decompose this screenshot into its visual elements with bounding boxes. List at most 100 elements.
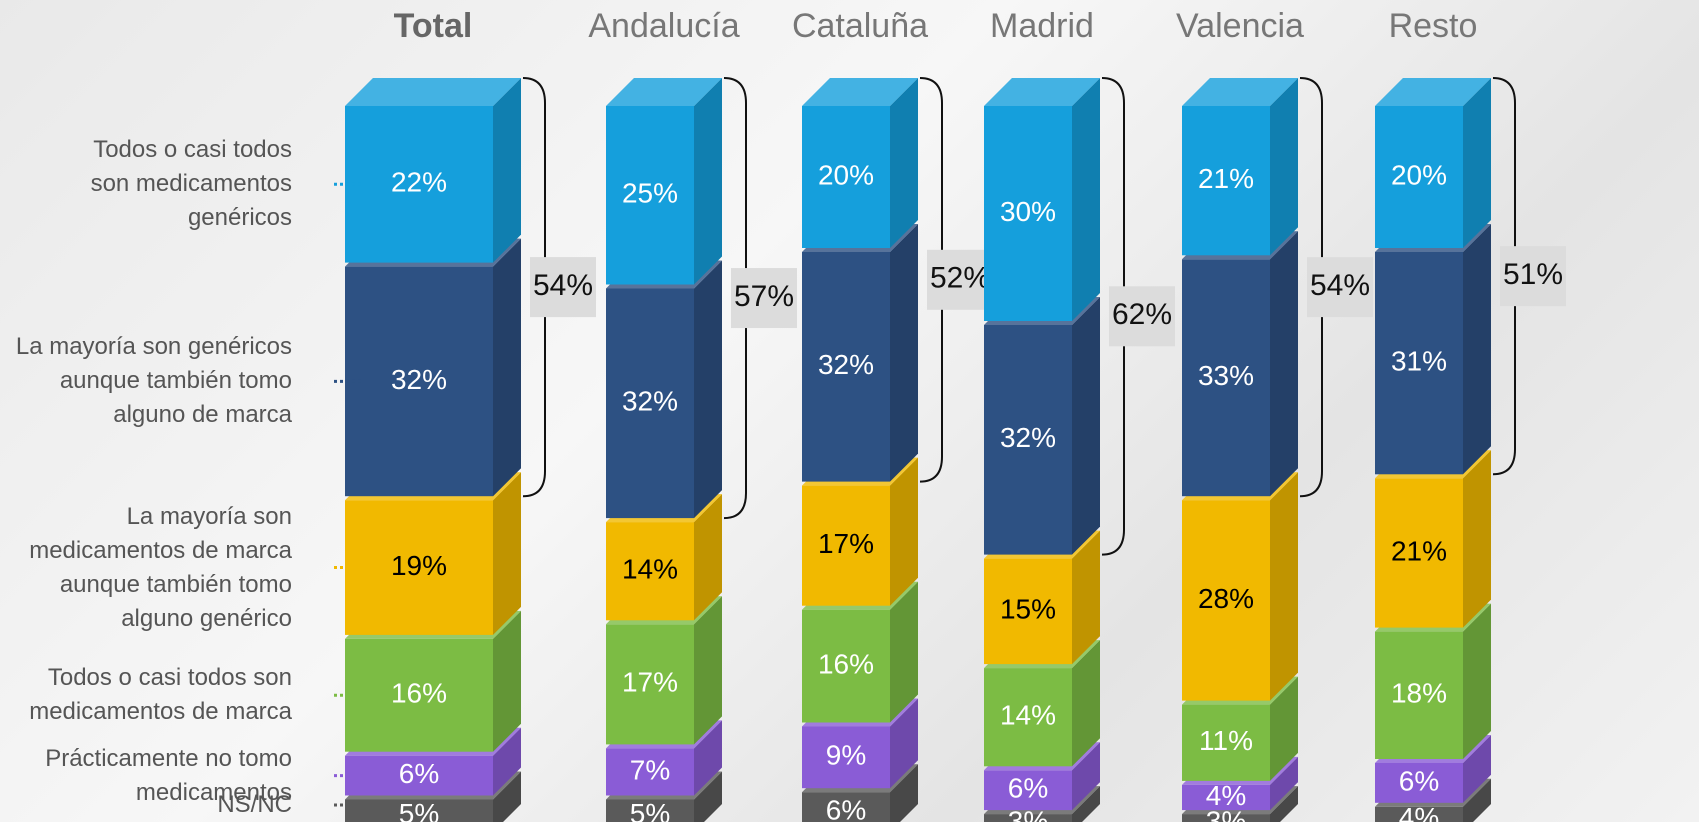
segment-face [493,771,521,822]
segment-face [694,494,722,621]
segment-face [1182,704,1270,781]
segment-face [890,224,918,482]
segment-face [890,457,918,606]
segment-face [1270,472,1298,701]
segment-face [890,581,918,723]
segment-face [1072,78,1100,321]
segment-face [984,558,1072,665]
segment-face [890,581,918,723]
bracket-label: 57% [734,280,794,313]
segment-face [1270,756,1298,811]
data-label: 33% [1198,360,1254,391]
bar-segment [345,78,521,263]
segment-face [1375,806,1463,822]
category-label: Valencia [1176,7,1304,45]
segment-face [493,610,521,752]
segment-face [345,266,493,497]
segment-face [345,799,493,822]
data-label: 6% [1399,765,1439,796]
segment-face [1375,78,1491,106]
segment-face [1072,640,1100,767]
segment-face [694,494,722,621]
data-label: 17% [818,528,874,559]
segment-face [493,78,521,263]
segment-face [345,500,493,635]
segment-face [1270,472,1298,701]
data-label: 20% [1391,159,1447,190]
bracket-label: 54% [1310,269,1370,302]
legend-label: Todos o casi todos son medicamentos de m… [29,664,292,726]
segment-face [802,78,918,106]
segment-face [345,106,493,263]
data-label: 6% [826,794,866,822]
segment-face [1375,478,1463,628]
segment-face [493,238,521,497]
segment-face [1375,78,1491,106]
data-label: 19% [391,550,447,581]
segment-face [694,596,722,745]
segment-face [984,770,1072,811]
segment-face [890,224,918,482]
segment-face [1182,78,1298,106]
data-label: 4% [1399,802,1439,822]
category-label: Madrid [990,7,1094,45]
segment-face [1270,78,1298,256]
segment-face [984,325,1072,555]
segment-face [606,78,722,106]
segment-face [606,624,694,745]
segment-face [493,78,521,263]
segment-face [694,78,722,285]
data-label: 6% [1008,773,1048,804]
segment-face [606,799,694,822]
bar-segment [984,78,1100,321]
segment-face [493,727,521,796]
segment-face [1463,450,1491,628]
data-label: 22% [391,167,447,198]
segment-face [1270,756,1298,811]
segment-face [694,720,722,796]
segment-face [802,78,918,106]
segment-face [1270,231,1298,497]
segment-face [802,609,890,723]
segment-face [694,260,722,519]
data-label: 28% [1198,583,1254,614]
data-label: 16% [818,648,874,679]
segment-face [1182,106,1270,256]
bar-segment [1182,78,1298,256]
bracket-label-box [731,268,797,329]
segment-face [493,238,521,497]
data-label: 16% [391,678,447,709]
segment-face [1270,78,1298,256]
segment-face [1375,631,1463,759]
segment-face [1072,297,1100,555]
segment-face [802,485,890,606]
data-label: 14% [622,554,678,585]
segment-face [1072,297,1100,555]
segment-face [984,78,1100,106]
segment-face [984,106,1072,321]
segment-face [345,638,493,752]
bracket-label: 52% [930,262,990,295]
segment-face [890,698,918,789]
legend-label: La mayoría son medicamentos de marca aun… [29,502,292,632]
segment-face [1463,735,1491,803]
bracket-label: 54% [533,269,593,302]
segment-face [1072,742,1100,811]
data-label: 17% [622,667,678,698]
segment-face [1375,763,1463,803]
segment-face [493,472,521,635]
segment-face [1463,778,1491,822]
segment-face [1182,814,1270,822]
segment-face [345,755,493,796]
data-label: 30% [1000,196,1056,227]
data-label: 21% [1391,535,1447,566]
data-label: 32% [622,386,678,417]
segment-face [1463,735,1491,803]
bracket-label-box [530,257,596,318]
segment-face [1463,603,1491,759]
segment-face [890,764,918,822]
legend-label: La mayoría son genéricos aunque también … [15,333,292,429]
bar-segment [1375,78,1491,248]
